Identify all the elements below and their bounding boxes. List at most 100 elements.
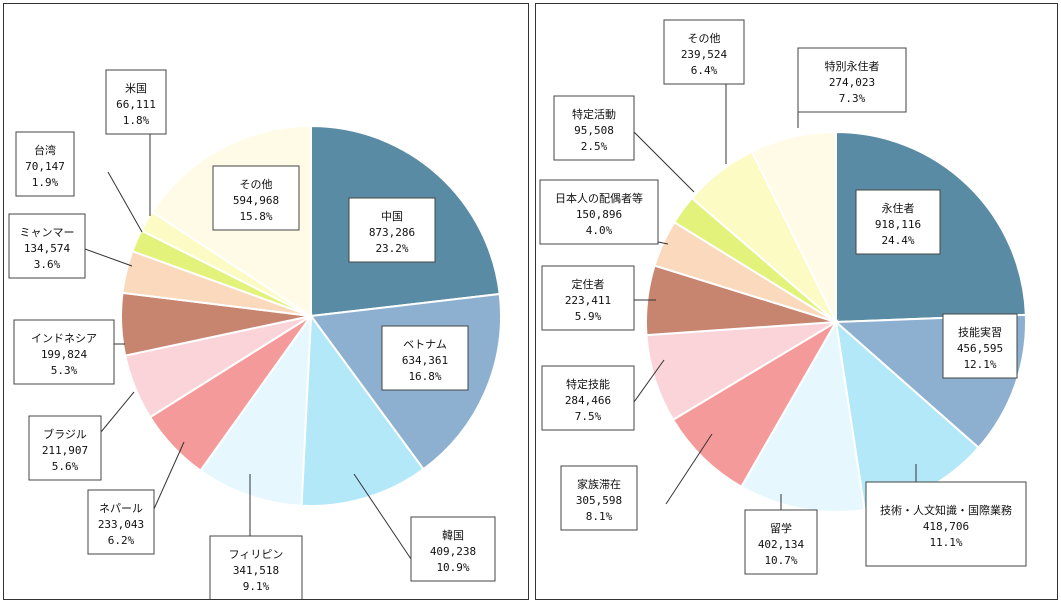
pie-chart-panel-status: 永住者 918,116 24.4% 技能実習 456,595 12.1% 技術・人文知識・国… <box>535 3 1058 600</box>
slice-label-value: 594,968 <box>233 194 279 207</box>
slice-label-box <box>539 179 659 245</box>
pie-slice-3 <box>739 319 866 513</box>
slice-label-percent: 1.9% <box>32 176 59 189</box>
slice-label-1: 技能実習 456,595 12.1% <box>942 313 1018 379</box>
slice-label-name: 定住者 <box>572 277 605 291</box>
slice-label-3: 留学 402,134 10.7% <box>744 509 818 575</box>
slice-label-name: ベトナム <box>403 338 447 351</box>
slice-label-box <box>797 47 907 113</box>
slice-label-name: ブラジル <box>43 427 87 441</box>
slice-label-name: ネパール <box>99 502 143 515</box>
slice-label-name: 技術・人文知識・国際業務 <box>880 503 1012 517</box>
pie-slice-4 <box>671 319 839 489</box>
slice-label-box <box>541 265 635 331</box>
slice-label-box <box>381 325 469 391</box>
pie-chart-panel-nationality: 中国 873,286 23.2% ベトナム 634,361 16.8% 韓国 409,238 1… <box>3 3 529 600</box>
slice-label-name: 特別永住者 <box>825 59 880 73</box>
leader-line-4 <box>153 441 185 510</box>
slice-label-box <box>855 189 941 255</box>
slice-label-6: インドネシア 199,824 5.3% <box>13 319 115 385</box>
pie-chart-status: 永住者 918,116 24.4% 技能実習 456,595 12.1% 技術・人文知識・国… <box>539 19 1027 575</box>
pie-slice-3 <box>199 312 313 507</box>
slice-label-5: 特定技能 284,466 7.5% <box>541 365 635 431</box>
slice-label-name: 技能実習 <box>958 325 1002 339</box>
slice-label-percent: 2.5% <box>581 140 608 153</box>
slice-label-value: 95,508 <box>574 124 614 137</box>
slice-label-2: 韓国 409,238 10.9% <box>410 516 496 582</box>
slice-label-percent: 5.6% <box>52 460 79 473</box>
slice-label-value: 634,361 <box>402 354 448 367</box>
pie-slice-10 <box>750 130 837 323</box>
slice-label-box <box>410 516 496 582</box>
slice-label-percent: 7.3% <box>839 92 866 105</box>
leader-line-8 <box>107 171 143 233</box>
leader-line-7 <box>657 241 669 245</box>
slice-label-box <box>553 95 635 161</box>
slice-label-value: 66,111 <box>116 98 156 111</box>
slice-label-value: 70,147 <box>25 160 65 173</box>
slice-label-name: 特定技能 <box>566 377 610 391</box>
slice-label-value: 918,116 <box>875 218 921 231</box>
slice-label-percent: 16.8% <box>408 370 441 383</box>
slice-label-value: 284,466 <box>565 394 611 407</box>
slice-label-name: その他 <box>240 178 273 191</box>
slice-label-box <box>13 319 115 385</box>
slice-label-percent: 10.9% <box>436 561 469 574</box>
slice-label-percent: 9.1% <box>243 580 270 593</box>
slice-label-percent: 5.3% <box>51 364 78 377</box>
slice-label-percent: 11.1% <box>929 536 962 549</box>
slice-label-value: 134,574 <box>24 242 71 255</box>
slice-label-value: 211,907 <box>42 444 88 457</box>
slice-label-box <box>348 197 436 263</box>
slice-label-5: ブラジル 211,907 5.6% <box>28 415 102 481</box>
slice-label-value: 233,043 <box>98 518 144 531</box>
slice-label-box <box>663 19 745 85</box>
slice-label-value: 150,896 <box>576 208 622 221</box>
slice-label-box <box>865 481 1027 567</box>
slice-label-value: 274,023 <box>829 76 875 89</box>
leader-line-8 <box>633 131 695 193</box>
slice-label-10: その他 594,968 15.8% <box>212 165 300 231</box>
pie-slice-2 <box>300 313 425 507</box>
slice-label-name: 家族滞在 <box>577 477 621 491</box>
pie <box>645 130 1027 513</box>
slice-label-percent: 12.1% <box>963 358 996 371</box>
slice-label-name: 韓国 <box>442 529 464 542</box>
slice-label-6: 定住者 223,411 5.9% <box>541 265 635 331</box>
slice-label-value: 305,598 <box>576 494 622 507</box>
slice-label-value: 239,524 <box>681 48 728 61</box>
slice-label-name: 永住者 <box>882 201 915 215</box>
slice-label-4: ネパール 233,043 6.2% <box>87 489 155 555</box>
slice-label-percent: 8.1% <box>586 510 613 523</box>
slice-label-box <box>942 313 1018 379</box>
slice-label-7: 日本人の配偶者等 150,896 4.0% <box>539 179 659 245</box>
slice-label-name: インドネシア <box>31 332 97 345</box>
slice-label-percent: 24.4% <box>881 234 914 247</box>
slice-label-box <box>15 131 75 197</box>
leader-line-2 <box>353 473 412 560</box>
slice-label-value: 409,238 <box>430 545 476 558</box>
slice-label-percent: 5.9% <box>575 310 602 323</box>
slice-label-percent: 1.8% <box>123 114 150 127</box>
slice-label-8: 台湾 70,147 1.9% <box>15 131 75 197</box>
leader-line-7 <box>84 248 133 267</box>
pie-chart-nationality: 中国 873,286 23.2% ベトナム 634,361 16.8% 韓国 409,238 1… <box>8 69 502 599</box>
slice-label-box <box>209 535 303 599</box>
slice-label-box <box>744 509 818 575</box>
slice-label-value: 456,595 <box>957 342 1003 355</box>
slice-label-name: 中国 <box>381 210 403 223</box>
slice-label-name: 特定活動 <box>572 107 616 121</box>
slice-label-value: 402,134 <box>758 538 805 551</box>
slice-label-value: 199,824 <box>41 348 88 361</box>
slice-label-percent: 6.4% <box>691 64 718 77</box>
slice-label-percent: 7.5% <box>575 410 602 423</box>
slice-label-10: 特別永住者 274,023 7.3% <box>797 47 907 113</box>
slice-label-9: 米国 66,111 1.8% <box>105 69 167 135</box>
slice-label-box <box>212 165 300 231</box>
slice-label-box <box>28 415 102 481</box>
leader-line-5 <box>633 359 665 403</box>
leader-line-4 <box>665 433 713 505</box>
slice-label-value: 873,286 <box>369 226 415 239</box>
slice-label-percent: 23.2% <box>375 242 408 255</box>
leader-line-5 <box>100 391 135 433</box>
